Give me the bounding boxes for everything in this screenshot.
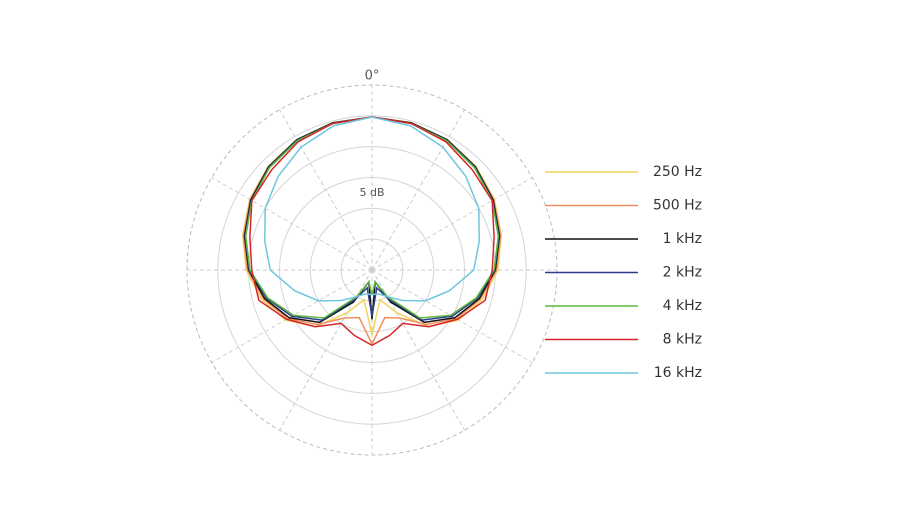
legend-label: 16 kHz (654, 365, 702, 381)
legend-label: 8 kHz (663, 332, 702, 348)
grid-spoke (279, 109, 373, 271)
legend-label: 250 Hz (653, 164, 702, 180)
grid-spoke (371, 109, 465, 271)
grid-spoke (371, 177, 533, 271)
legend-label: 2 kHz (663, 265, 702, 281)
grid-spoke (211, 177, 373, 271)
legend-label: 4 kHz (663, 298, 702, 314)
pattern-line (249, 116, 495, 347)
angle-label: 0° (365, 69, 380, 84)
polar-grid (186, 84, 558, 456)
legend-label: 1 kHz (663, 231, 702, 247)
scale-label: 5 dB (359, 186, 384, 199)
legend-label: 500 Hz (653, 198, 702, 214)
pattern-line (264, 116, 480, 302)
plot: 250 Hz 500 Hz 1 kHz 2 kHz 4 kHz 8 kHz 16 kHz (241, 116, 702, 381)
